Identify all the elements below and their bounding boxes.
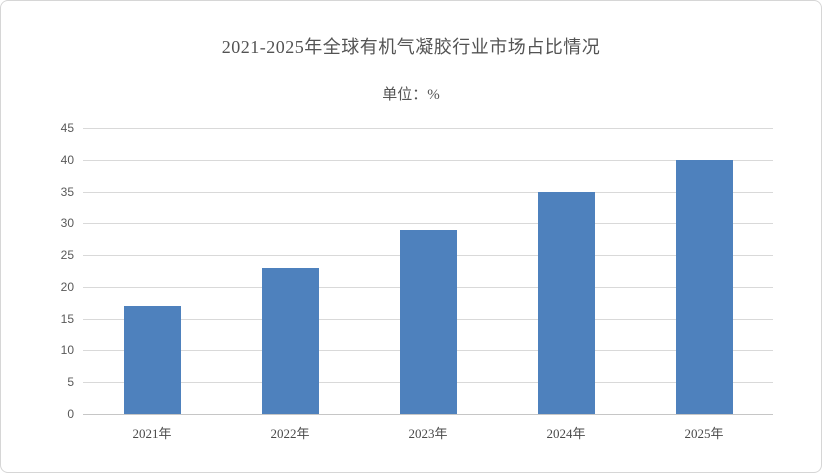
- x-tick-label: 2021年: [132, 426, 172, 441]
- chart-subtitle: 单位：%: [382, 87, 440, 103]
- y-tick-label: 30: [60, 216, 74, 231]
- y-tick-label: 20: [60, 279, 74, 294]
- y-tick-label: 25: [60, 248, 74, 263]
- x-axis-line: [83, 414, 773, 415]
- y-tick-label: 0: [67, 407, 74, 421]
- gridline: [83, 159, 773, 161]
- bar-2022年: [261, 267, 319, 414]
- gridline: [83, 223, 773, 225]
- y-tick-label: 45: [60, 121, 74, 135]
- y-tick-label: 15: [60, 311, 74, 326]
- bar-2025年: [675, 159, 733, 414]
- x-tick-label: 2023年: [408, 426, 448, 441]
- y-tick-label: 10: [60, 343, 74, 358]
- chart-title: 2021-2025年全球有机气凝胶行业市场占比情况: [221, 37, 601, 57]
- gridline: [83, 128, 773, 129]
- plot-area: 0 5 10 15 20 25 30 35 40 45 2021年 2022年 2023年 2024年 20…: [61, 121, 773, 441]
- x-tick-label: 2022年: [270, 426, 310, 441]
- gridline: [83, 191, 773, 193]
- y-tick-label: 35: [60, 184, 74, 199]
- y-tick-label: 5: [67, 375, 74, 390]
- x-tick-label: 2024年: [546, 426, 586, 441]
- bar-2021年: [123, 305, 181, 414]
- y-tick-label: 40: [60, 152, 74, 167]
- x-tick-label: 2025年: [684, 426, 724, 441]
- bar-2024年: [537, 191, 595, 414]
- bar-2023年: [399, 229, 457, 414]
